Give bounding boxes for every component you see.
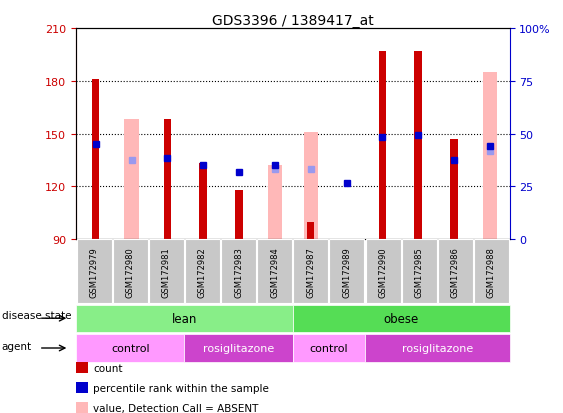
Text: GSM172987: GSM172987 — [306, 246, 315, 297]
Text: GSM172983: GSM172983 — [234, 246, 243, 297]
Bar — [199, 164, 207, 240]
Bar — [378, 52, 386, 240]
Text: obese: obese — [383, 312, 419, 325]
Text: GSM172982: GSM172982 — [198, 246, 207, 297]
Bar — [267, 166, 282, 240]
Bar — [450, 140, 458, 240]
Bar — [414, 52, 422, 240]
Text: rosiglitazone: rosiglitazone — [401, 343, 473, 353]
Text: agent: agent — [2, 341, 32, 351]
Text: control: control — [310, 343, 348, 353]
Title: GDS3396 / 1389417_at: GDS3396 / 1389417_at — [212, 14, 374, 28]
Text: GSM172990: GSM172990 — [378, 246, 387, 297]
Text: lean: lean — [172, 312, 197, 325]
Text: disease state: disease state — [2, 310, 71, 320]
Text: GSM172988: GSM172988 — [487, 246, 496, 297]
Text: GSM172980: GSM172980 — [126, 246, 135, 297]
Text: GSM172979: GSM172979 — [90, 246, 99, 297]
Bar — [307, 222, 314, 240]
Text: GSM172984: GSM172984 — [270, 246, 279, 297]
Text: GSM172985: GSM172985 — [415, 246, 424, 297]
Bar — [124, 120, 138, 240]
Text: count: count — [93, 363, 122, 373]
Text: GSM172989: GSM172989 — [342, 246, 351, 297]
Bar — [303, 133, 318, 240]
Bar — [235, 190, 243, 240]
Bar — [164, 120, 171, 240]
Text: control: control — [111, 343, 150, 353]
Text: GSM172986: GSM172986 — [451, 246, 460, 297]
Bar — [482, 73, 497, 240]
Text: rosiglitazone: rosiglitazone — [203, 343, 274, 353]
Text: value, Detection Call = ABSENT: value, Detection Call = ABSENT — [93, 403, 258, 413]
Text: GSM172981: GSM172981 — [162, 246, 171, 297]
Bar — [92, 80, 100, 240]
Text: percentile rank within the sample: percentile rank within the sample — [93, 383, 269, 393]
